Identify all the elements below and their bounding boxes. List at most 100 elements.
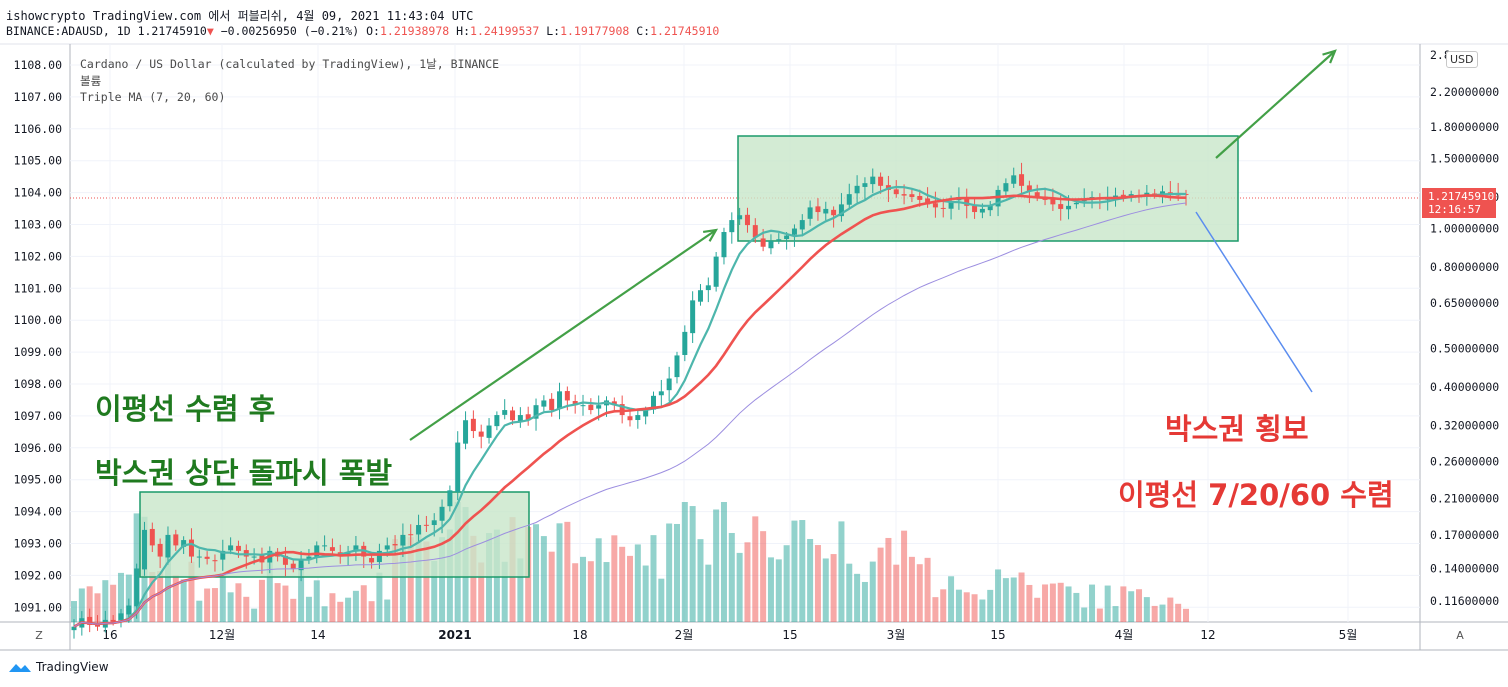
- arrow-target-head: [1322, 49, 1337, 64]
- ma-7-line: [73, 185, 1187, 628]
- volume-bar: [1104, 585, 1111, 622]
- volume-bar: [1151, 605, 1158, 622]
- volume-bar: [1128, 591, 1135, 622]
- volume-bar: [376, 572, 383, 622]
- volume-bar: [384, 599, 391, 622]
- left-tick-label: 1103.00: [14, 218, 63, 232]
- volume-bar: [1065, 586, 1072, 622]
- annotation-left-1: 이평선 수렴 후: [95, 392, 276, 426]
- candle-body: [643, 410, 649, 417]
- volume-bar: [305, 596, 312, 622]
- candle-body: [619, 404, 625, 416]
- candle-body: [181, 540, 187, 547]
- candle-body: [1160, 191, 1166, 195]
- legend-volume[interactable]: 볼륨: [80, 74, 102, 88]
- candle-body: [188, 539, 194, 557]
- candle-body: [666, 378, 672, 391]
- candle-body: [447, 490, 453, 507]
- volume-bar: [948, 576, 955, 622]
- volume-bar: [337, 601, 344, 622]
- candle-body: [705, 285, 711, 291]
- candle-body: [126, 605, 132, 615]
- candle-body: [760, 238, 766, 247]
- zoom-button[interactable]: Z: [35, 629, 43, 642]
- volume-bar: [204, 588, 211, 622]
- candle-body: [298, 558, 304, 571]
- right-tick-label: 1.50000000: [1430, 151, 1499, 165]
- candle-body: [353, 545, 359, 552]
- left-tick-label: 1102.00: [14, 249, 63, 263]
- volume-bar: [517, 558, 524, 622]
- low-label: L:: [546, 24, 561, 38]
- volume-bar: [924, 557, 931, 622]
- left-tick-label: 1091.00: [14, 600, 63, 614]
- candle-body: [212, 560, 218, 562]
- candle-body: [878, 176, 884, 186]
- volume-bar: [658, 578, 665, 622]
- range-boxes: [139, 135, 1239, 578]
- volume-bar: [1159, 604, 1166, 622]
- volume-bar: [298, 564, 305, 622]
- volume-bar: [258, 579, 265, 622]
- left-tick-label: 1098.00: [14, 377, 63, 391]
- arrow-breakout: [409, 229, 717, 441]
- volume-bar: [713, 509, 720, 622]
- candle-body: [455, 442, 461, 492]
- volume-bar: [627, 555, 633, 622]
- right-axis: 2.82.200000001.800000001.500000001.20000…: [1430, 48, 1499, 608]
- candle-body: [588, 404, 594, 411]
- last-price: 1.21745910: [137, 24, 207, 38]
- left-tick-label: 1099.00: [14, 345, 63, 359]
- volume-bar: [979, 599, 986, 622]
- volume-bar: [86, 586, 93, 622]
- volume-bar: [580, 556, 587, 622]
- volume-bar: [564, 521, 571, 622]
- close-value: 1.21745910: [650, 24, 720, 38]
- time-tick-label: 2월: [675, 628, 694, 642]
- volume-bar: [689, 506, 696, 622]
- volume-bar: [321, 606, 328, 622]
- volume-bar: [368, 601, 375, 622]
- candle-body: [329, 547, 335, 551]
- candle-body: [1152, 193, 1158, 195]
- auto-scale-button[interactable]: A: [1456, 629, 1464, 642]
- candle-body: [400, 534, 406, 546]
- volume-bar: [1120, 586, 1127, 622]
- volume-bar: [439, 537, 446, 622]
- volume-bar: [814, 545, 821, 622]
- candle-body: [541, 400, 547, 407]
- volume-bar: [854, 573, 861, 622]
- volume-bar: [893, 564, 900, 622]
- candlesticks: [71, 162, 1189, 639]
- volume-bar: [799, 520, 806, 622]
- volume-bar: [243, 596, 250, 622]
- candle-body: [658, 391, 664, 396]
- volume-bar: [345, 597, 352, 622]
- candle-body: [149, 528, 155, 546]
- left-tick-label: 1096.00: [14, 441, 63, 455]
- candle-body: [1034, 192, 1040, 197]
- volume-bar: [901, 530, 908, 622]
- volume-bar: [180, 579, 187, 622]
- candle-body: [165, 534, 171, 558]
- candle-body: [893, 189, 899, 195]
- high-label: H:: [456, 24, 471, 38]
- candle-body: [807, 207, 813, 219]
- right-tick-label: 2.8: [1430, 48, 1451, 62]
- candle-body: [486, 425, 492, 438]
- volume-bar: [251, 608, 258, 622]
- tradingview-logo[interactable]: TradingView: [8, 660, 109, 674]
- volume-bar: [861, 581, 868, 622]
- volume-bar: [1049, 583, 1056, 622]
- volume-bar: [533, 524, 540, 622]
- candle-body: [1019, 174, 1025, 186]
- right-tick-label: 0.26000000: [1430, 454, 1499, 468]
- legend-ma[interactable]: Triple MA (7, 20, 60): [80, 90, 226, 104]
- currency-button[interactable]: USD: [1446, 51, 1478, 68]
- volume-bar: [1167, 597, 1174, 622]
- price-tag-value: 1.21745910: [1428, 190, 1495, 203]
- close-label: C:: [636, 24, 651, 38]
- annotation-left-2: 박스권 상단 돌파시 폭발: [95, 456, 393, 490]
- volume-bar: [102, 580, 109, 622]
